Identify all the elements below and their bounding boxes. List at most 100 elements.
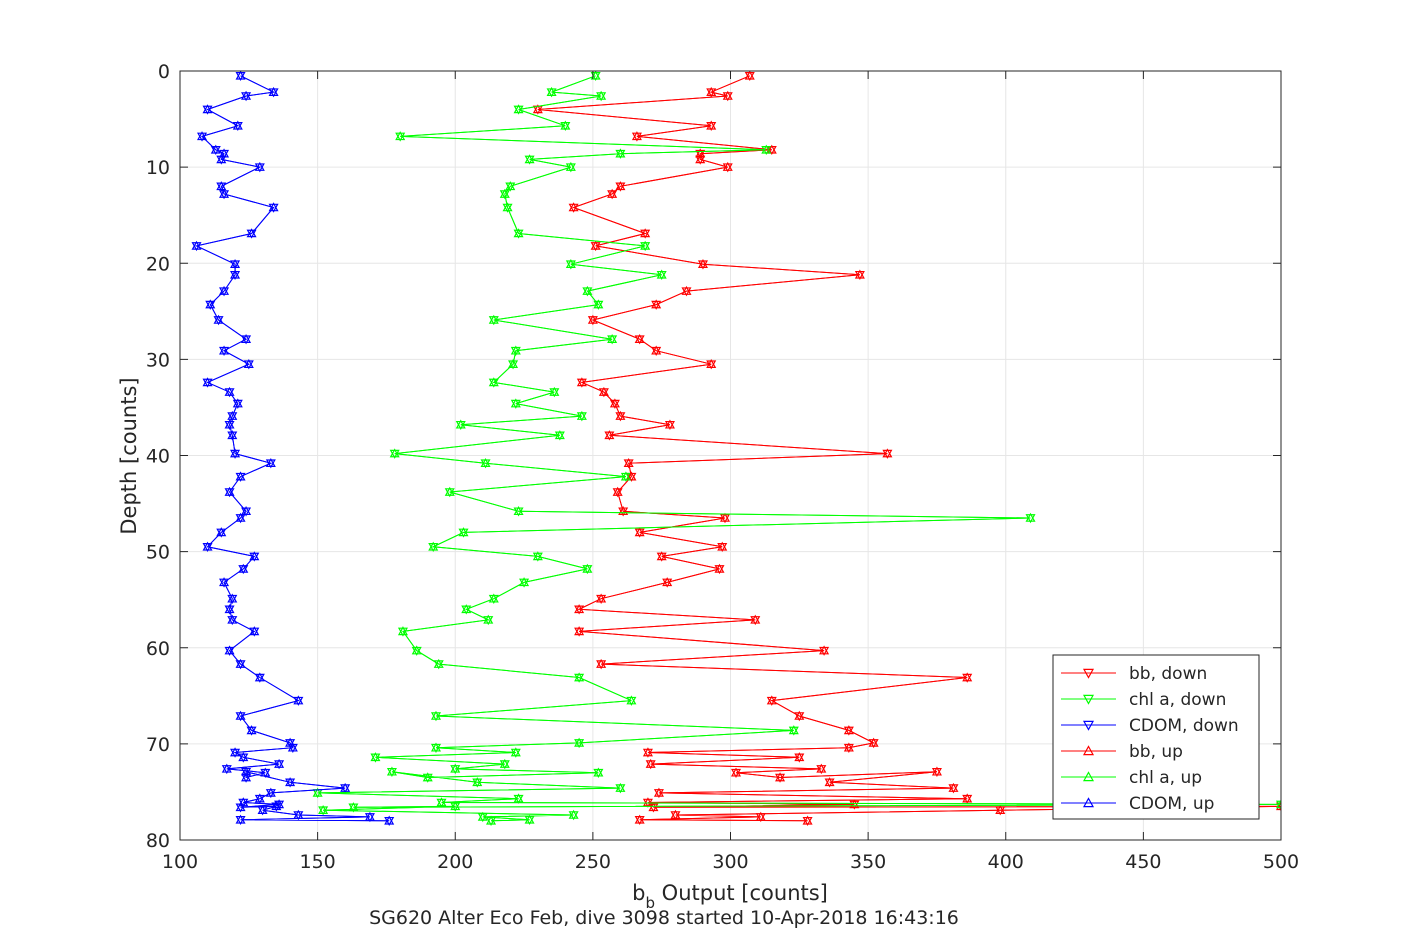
data-point: [962, 793, 973, 803]
legend: bb, down chl a, down CDOM, down bb, up chl a…: [1052, 654, 1260, 820]
data-point: [681, 285, 692, 295]
data-point: [761, 144, 772, 154]
data-point: [428, 541, 439, 551]
series-line: [194, 75, 390, 822]
data-point: [695, 154, 706, 164]
data-point: [213, 314, 224, 324]
data-point: [508, 358, 519, 368]
data-point: [568, 809, 579, 819]
series-layer: [191, 71, 1281, 827]
data-point: [430, 710, 442, 720]
x-axis-label-rest: Output [counts]: [655, 881, 828, 905]
data-point: [620, 471, 631, 481]
x-tick-label: 200: [437, 851, 473, 873]
data-point: [596, 593, 607, 603]
data-point: [348, 802, 359, 812]
series-5: [191, 71, 395, 825]
data-point: [802, 815, 813, 825]
data-point: [241, 333, 252, 343]
data-point: [615, 782, 626, 792]
data-point: [241, 506, 252, 516]
data-point: [254, 672, 265, 682]
series-3: [532, 71, 1281, 825]
data-point: [249, 551, 260, 561]
data-point: [549, 386, 560, 396]
data-point: [524, 154, 535, 164]
data-point: [1275, 799, 1281, 809]
data-point: [271, 801, 282, 811]
data-point: [590, 71, 601, 80]
data-point: [560, 120, 571, 130]
data-point: [458, 527, 469, 537]
data-point: [962, 672, 973, 682]
data-point: [706, 86, 717, 96]
data-point: [717, 541, 728, 551]
x-tick-label: 250: [575, 851, 611, 873]
legend-entry: bb, up: [1061, 742, 1183, 762]
x-tick-label: 300: [712, 851, 748, 873]
data-point: [664, 419, 675, 429]
data-point: [513, 104, 524, 114]
legend-marker: [1082, 694, 1095, 705]
data-point: [274, 758, 285, 768]
data-point: [422, 772, 433, 782]
data-point: [238, 563, 249, 573]
data-point: [582, 285, 593, 295]
y-tick-label: 10: [146, 157, 170, 179]
data-point: [433, 658, 444, 668]
data-point: [224, 486, 235, 496]
data-point: [202, 377, 213, 387]
data-point: [455, 419, 466, 429]
data-point: [607, 333, 618, 343]
data-point: [197, 131, 208, 141]
data-point: [651, 299, 662, 309]
data-point: [227, 593, 238, 603]
data-point: [274, 799, 285, 809]
data-point: [477, 811, 488, 821]
data-point: [775, 772, 786, 782]
y-tick-label: 20: [146, 253, 170, 275]
data-point: [221, 763, 232, 773]
data-point: [849, 799, 860, 809]
data-point: [268, 86, 279, 96]
data-point: [626, 695, 637, 705]
data-point: [395, 131, 406, 141]
data-point: [235, 471, 246, 481]
data-point: [384, 815, 395, 825]
data-point: [235, 512, 246, 522]
data-point: [510, 747, 521, 757]
data-point: [519, 577, 530, 587]
data-point: [216, 154, 227, 164]
data-point: [227, 430, 238, 440]
data-point: [631, 131, 642, 141]
series-4: [312, 71, 1281, 825]
data-point: [219, 285, 230, 295]
data-point: [722, 161, 733, 171]
data-point: [695, 148, 706, 158]
data-point: [574, 672, 585, 682]
legend-entry: chl a, up: [1061, 768, 1202, 788]
data-point: [582, 563, 593, 573]
data-point: [499, 758, 510, 768]
data-point: [816, 763, 827, 773]
data-point: [854, 269, 865, 279]
x-tick-label: 400: [988, 851, 1024, 873]
data-point: [634, 527, 645, 537]
data-point: [615, 410, 626, 420]
data-point: [219, 577, 230, 587]
data-point: [287, 742, 298, 752]
data-point: [238, 752, 249, 762]
data-point: [587, 314, 598, 324]
data-point: [472, 777, 483, 787]
data-point: [645, 758, 656, 768]
data-point: [210, 144, 221, 154]
data-point: [593, 767, 604, 777]
data-point: [513, 793, 524, 803]
figure-caption: SG620 Alter Eco Feb, dive 3098 started 1…: [369, 907, 959, 929]
data-point: [230, 269, 241, 279]
data-point: [293, 809, 304, 819]
data-point: [510, 398, 521, 408]
y-tick-label: 50: [146, 542, 170, 564]
